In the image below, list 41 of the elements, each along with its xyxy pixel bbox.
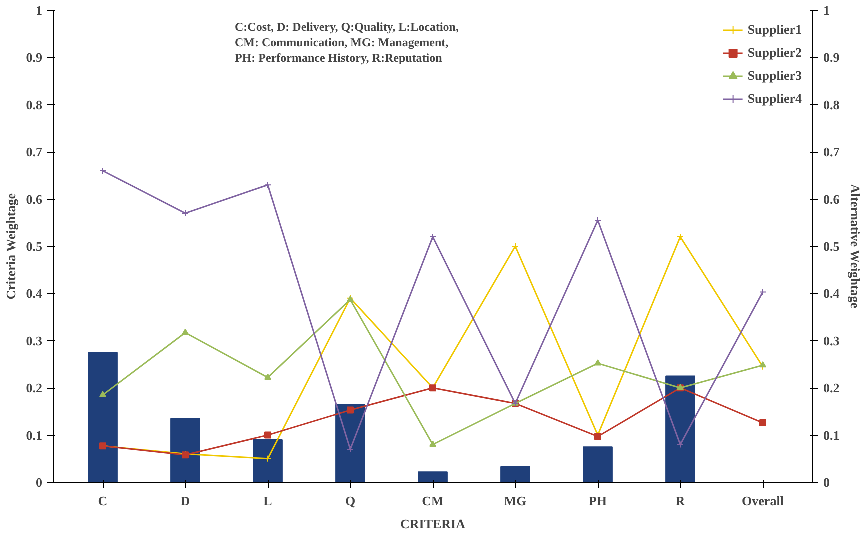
y-axis-title: Criteria Weightage xyxy=(3,193,18,300)
legend-label: Supplier1 xyxy=(748,22,802,38)
y2-tick-label: 0.4 xyxy=(824,286,840,302)
y2-tick-label: 0.2 xyxy=(824,380,840,396)
y2-tick-label: 0.7 xyxy=(824,144,840,160)
y2-tick-label: 0.9 xyxy=(824,50,840,66)
x-tick-label: MG xyxy=(504,494,527,508)
x-tick-label: CM xyxy=(422,494,444,508)
y-tick-label: 0.5 xyxy=(26,239,43,254)
y2-tick-label: 0.6 xyxy=(824,192,840,207)
y-tick-label: 0.6 xyxy=(26,192,43,207)
y-tick-label: 0 xyxy=(36,475,42,490)
y2-tick-label: 1 xyxy=(824,3,830,18)
annotation: PH: Performance History, R:Reputation xyxy=(235,51,443,66)
y-tick-label: 0.4 xyxy=(26,286,43,302)
y2-axis-title: Alternative Weightage xyxy=(848,184,863,309)
legend-label: Supplier2 xyxy=(748,45,802,61)
y-tick-label: 0.1 xyxy=(26,428,42,443)
y2-tick-label: 0.3 xyxy=(824,333,840,348)
y-tick-label: 0.3 xyxy=(26,333,43,348)
legend-label: Supplier3 xyxy=(748,68,802,84)
x-tick-label: L xyxy=(264,494,273,508)
y-tick-label: 0.8 xyxy=(26,97,43,112)
y-tick-label: 0.7 xyxy=(26,144,43,160)
y-tick-label: 1 xyxy=(36,3,42,18)
x-tick-label: PH xyxy=(588,494,608,508)
x-tick-label: R xyxy=(676,494,686,508)
y-tick-label: 0.2 xyxy=(26,380,42,396)
x-tick-label: Overall xyxy=(742,494,784,508)
annotation: C:Cost, D: Delivery, Q:Quality, L:Location, xyxy=(235,20,459,34)
legend-label: Supplier4 xyxy=(748,91,802,107)
annotation: CM: Communication, MG: Management, xyxy=(235,36,449,50)
x-tick-label: Q xyxy=(345,494,356,508)
x-tick-label: D xyxy=(180,494,190,508)
y-tick-label: 0.9 xyxy=(26,50,43,66)
y2-tick-label: 0 xyxy=(824,475,830,490)
y2-tick-label: 0.5 xyxy=(824,239,840,254)
x-tick-label: C xyxy=(98,494,108,508)
x-axis-title: CRITERIA xyxy=(400,516,466,532)
y2-tick-label: 0.8 xyxy=(824,97,840,112)
y2-tick-label: 0.1 xyxy=(824,428,840,443)
